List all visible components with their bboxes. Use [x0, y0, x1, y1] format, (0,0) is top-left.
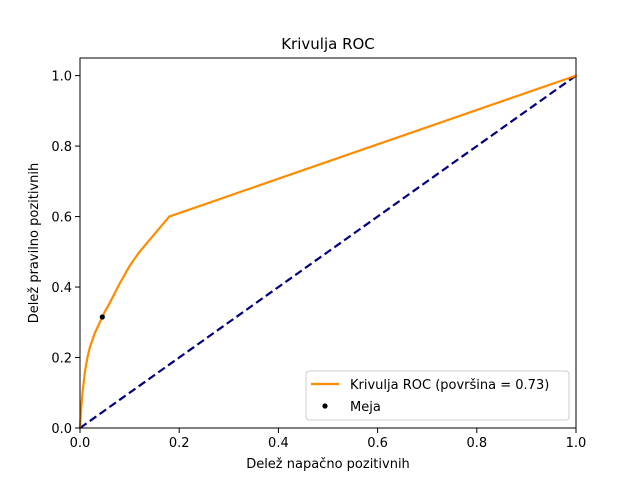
plot-frame — [79, 57, 577, 429]
x-tick-label: 0.2 — [169, 436, 190, 451]
plot-area — [78, 74, 578, 430]
y-axis: 0.0 0.2 0.4 0.6 0.8 1.0 — [51, 70, 80, 437]
x-tick-label: 1.0 — [566, 436, 587, 451]
y-tick-label: 0.0 — [51, 422, 72, 437]
x-tick-label: 0.8 — [466, 436, 487, 451]
x-axis-label: Delež napačno pozitivnih — [246, 457, 410, 472]
legend-box — [305, 370, 570, 421]
legend: Krivulja ROC (površina = 0.73) Meja — [305, 370, 570, 421]
x-tick-label: 0.0 — [70, 436, 91, 451]
legend-label-roc: Krivulja ROC (površina = 0.73) — [350, 378, 549, 393]
y-axis-label: Delež pravilno pozitivnih — [27, 163, 42, 324]
x-axis: 0.0 0.2 0.4 0.6 0.8 1.0 — [70, 428, 587, 451]
chance-diagonal-line — [79, 74, 577, 429]
legend-point-swatch — [322, 403, 328, 409]
y-tick-label: 0.6 — [51, 211, 72, 226]
chart-title: Krivulja ROC — [281, 35, 375, 53]
x-tick-label: 0.6 — [367, 436, 388, 451]
y-tick-label: 0.2 — [51, 352, 72, 367]
y-tick-label: 1.0 — [51, 70, 72, 85]
threshold-point — [99, 314, 105, 320]
y-tick-label: 0.8 — [51, 140, 72, 155]
y-tick-label: 0.4 — [51, 281, 72, 296]
x-tick-label: 0.4 — [268, 436, 289, 451]
legend-label-threshold: Meja — [350, 400, 381, 415]
